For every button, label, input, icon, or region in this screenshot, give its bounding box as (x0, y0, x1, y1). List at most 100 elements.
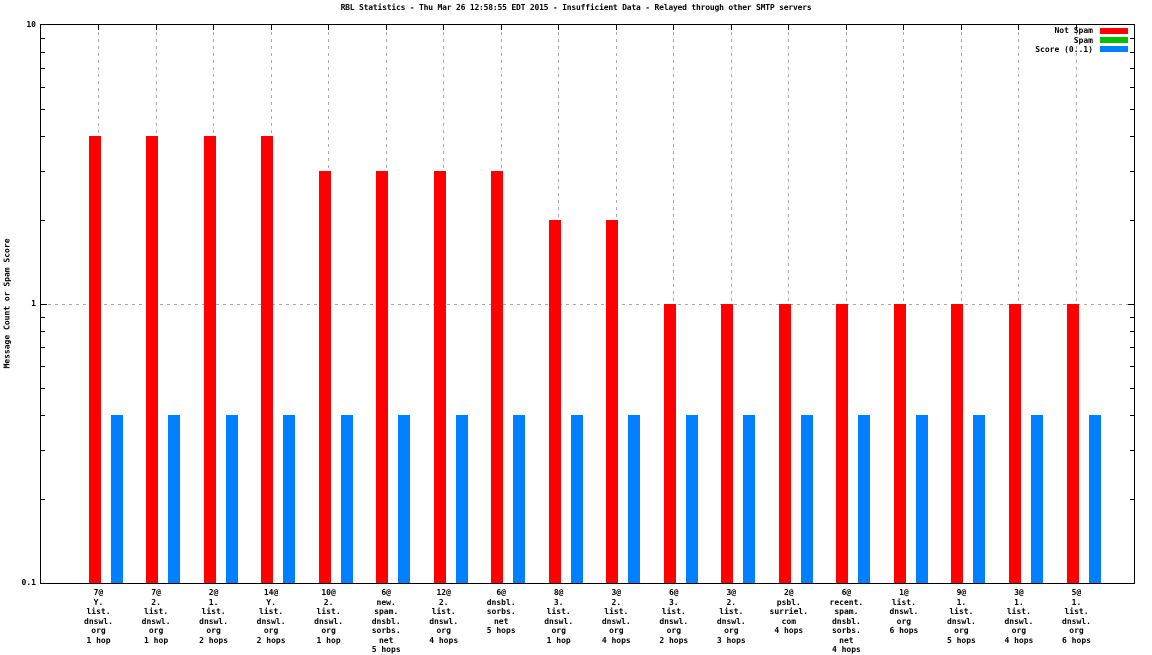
y-axis-tick (41, 109, 45, 110)
x-tick-label: 3@ 2. list. dnswl. org 4 hops (601, 588, 631, 645)
plot-area (40, 24, 1135, 584)
bar-score-0-1 (455, 415, 468, 583)
x-tick-label: 1@ list. dnswl. org 6 hops (889, 588, 919, 635)
x-axis-tick-top (558, 25, 560, 30)
legend-label: Score (0..1) (1035, 44, 1093, 54)
x-tick-label: 3@ 2. list. dnswl. org 3 hops (716, 588, 746, 645)
bar-score-0-1 (685, 415, 698, 583)
y-tick-label: 0.1 (21, 577, 36, 587)
bar-score-0-1 (168, 415, 181, 583)
bar-score-0-1 (1030, 415, 1043, 583)
bar-score-0-1 (570, 415, 583, 583)
y-axis-tick (1128, 304, 1134, 305)
bar-not-spam (778, 304, 791, 583)
y-axis-tick (1130, 220, 1134, 221)
bar-score-0-1 (110, 415, 123, 583)
x-axis-tick-top (98, 25, 99, 30)
y-axis-tick (1130, 415, 1134, 416)
bar-not-spam (318, 170, 331, 583)
x-axis-tick-top (1076, 25, 1077, 30)
bar-not-spam (951, 304, 964, 583)
bar-score-0-1 (800, 415, 813, 583)
x-tick-label: 9@ 1. list. dnswl. org 5 hops (946, 588, 976, 645)
x-axis-tick-top (328, 25, 330, 30)
x-tick-label: 10@ 2. list. dnswl. org 1 hop (314, 588, 344, 645)
bar-score-0-1 (743, 415, 756, 583)
bar-score-0-1 (513, 415, 526, 583)
legend-swatch (1100, 46, 1128, 53)
y-axis-tick (1130, 449, 1134, 451)
y-axis-tick (41, 347, 45, 349)
y-axis-tick (41, 415, 45, 416)
x-tick-label: 2@ psbl. surriel. com 4 hops (769, 588, 809, 635)
bar-not-spam (88, 136, 101, 583)
bar-score-0-1 (225, 415, 238, 583)
x-tick-label: 12@ 2. list. dnswl. org 4 hops (429, 588, 459, 645)
bar-score-0-1 (973, 415, 986, 583)
bar-not-spam (1008, 304, 1021, 583)
bar-not-spam (146, 136, 159, 583)
legend-item: Not Spam (1035, 26, 1128, 35)
bar-not-spam (606, 220, 619, 583)
y-axis-tick (1130, 170, 1134, 172)
x-axis-tick-top (500, 25, 502, 30)
x-tick-label: 6@ dnsbl. sorbs. net 5 hops (486, 588, 516, 635)
y-axis-tick (1130, 365, 1134, 367)
y-axis-tick (1130, 37, 1134, 39)
y-axis-tick (1130, 316, 1134, 318)
y-axis-tick (1130, 52, 1134, 53)
y-axis-tick (41, 304, 47, 305)
y-axis-tick (1130, 68, 1134, 70)
x-tick-label: 3@ 1. list. dnswl. org 4 hops (1004, 588, 1034, 645)
bar-score-0-1 (1088, 415, 1101, 583)
y-axis-tick (41, 136, 45, 137)
y-axis-tick (1130, 499, 1134, 500)
y-axis-tick (41, 68, 45, 70)
bar-not-spam (433, 170, 446, 583)
y-axis-tick (41, 316, 45, 318)
x-tick-label: 6@ new. spam. dnsbl. sorbs. net 5 hops (371, 588, 401, 654)
legend-item: Score (0..1) (1035, 45, 1128, 54)
y-axis-tick (41, 331, 45, 332)
bar-not-spam (261, 136, 274, 583)
x-tick-label: 2@ 1. list. dnswl. org 2 hops (199, 588, 229, 645)
x-tick-label: 7@ Y. list. dnswl. org 1 hop (84, 588, 113, 645)
y-axis-tick (41, 86, 45, 88)
legend-label: Spam (1073, 35, 1093, 45)
bar-not-spam (663, 304, 676, 583)
x-axis-tick-top (788, 25, 790, 30)
bar-not-spam (491, 170, 504, 583)
x-axis-tick-top (385, 25, 387, 30)
x-axis-tick-top (270, 25, 272, 30)
x-tick-label: 6@ recent. spam. dnsbl. sorbs. net 4 hop… (829, 588, 864, 654)
legend-item: Spam (1035, 35, 1128, 45)
legend-label: Not Spam (1054, 26, 1093, 36)
bar-score-0-1 (340, 415, 353, 583)
x-tick-label: 7@ 2. list. dnswl. org 1 hop (141, 588, 171, 645)
x-tick-label: 5@ 1. list. dnswl. org 6 hops (1062, 588, 1091, 645)
y-tick-label: 10 (26, 19, 36, 29)
bar-not-spam (548, 220, 561, 583)
y-axis-tick (41, 37, 45, 39)
bar-score-0-1 (628, 415, 641, 583)
y-axis-tick (1130, 109, 1134, 110)
y-axis-tick (41, 52, 45, 53)
x-axis-tick-top (443, 25, 445, 30)
chart-title: RBL Statistics - Thu Mar 26 12:58:55 EDT… (340, 3, 812, 12)
legend-swatch (1100, 37, 1128, 44)
x-axis-tick-top (155, 25, 157, 30)
x-axis-tick-top (845, 25, 847, 30)
x-axis-tick-top (213, 25, 215, 30)
y-axis-tick (41, 388, 45, 389)
x-axis-tick-top (730, 25, 732, 30)
x-axis-tick-top (673, 25, 675, 30)
bar-score-0-1 (283, 415, 296, 583)
bar-not-spam (376, 170, 389, 583)
bar-score-0-1 (858, 415, 871, 583)
x-axis-tick-top (903, 25, 905, 30)
horizontal-gridline (41, 304, 1134, 305)
y-axis-tick (41, 170, 45, 172)
y-axis-tick (41, 499, 45, 500)
y-axis-tick (1130, 347, 1134, 349)
